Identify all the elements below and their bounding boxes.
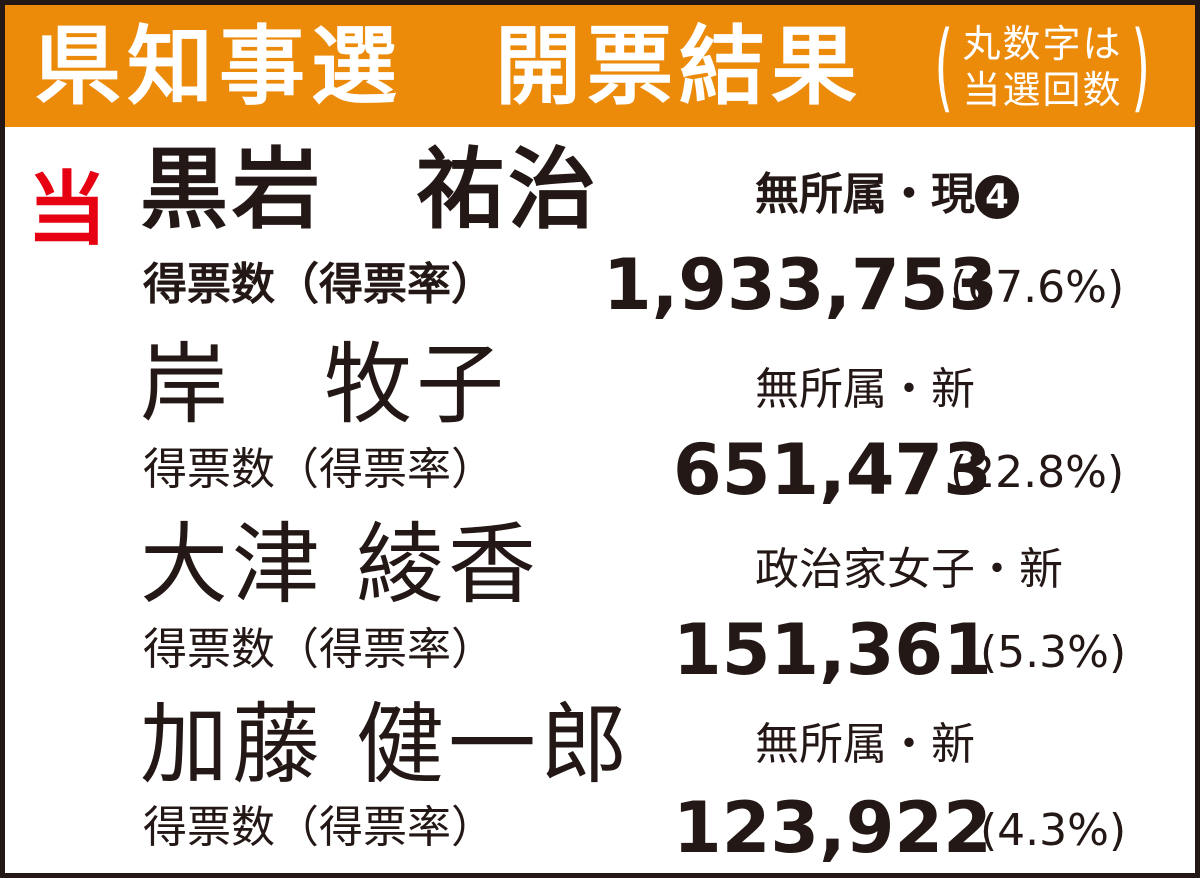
vote-count: 1,933,753: [603, 244, 998, 326]
open-paren: (: [934, 11, 954, 123]
vote-count: 651,473: [673, 429, 992, 511]
candidate-party: 無所属・現 4: [755, 165, 1019, 225]
vote-rate: (67.6%): [950, 262, 1125, 313]
candidate-name: 岸 牧子: [140, 333, 509, 436]
note-line-1: 丸数字は: [962, 22, 1123, 66]
vote-label: 得票数（得票率）: [143, 259, 495, 310]
term-count-badge: 4: [975, 175, 1019, 219]
candidate-party: 無所属・新: [755, 719, 975, 770]
header-banner: 県知事選 開票結果 ( 丸数字は 当選回数 ): [5, 5, 1195, 127]
page-title: 県知事選 開票結果: [35, 17, 863, 117]
elected-mark: 当: [27, 163, 107, 256]
candidate-party: 政治家女子・新: [755, 544, 1063, 595]
vote-rate: (5.3%): [980, 627, 1127, 678]
vote-count: 123,922: [673, 787, 992, 869]
vote-label: 得票数（得票率）: [143, 624, 495, 675]
vote-rate: (4.3%): [980, 805, 1127, 856]
vote-label: 得票数（得票率）: [143, 444, 495, 495]
note-line-2: 当選回数: [962, 68, 1123, 112]
candidate-party: 無所属・新: [755, 364, 975, 415]
candidate-name: 黒岩 祐治: [140, 138, 601, 241]
header-note: ( 丸数字は 当選回数 ): [925, 15, 1160, 119]
close-paren: ): [1131, 11, 1151, 123]
candidate-name: 大津 綾香: [140, 513, 540, 616]
candidate-name: 加藤 健一郎: [140, 693, 632, 796]
vote-count: 151,361: [673, 609, 992, 691]
vote-rate: (22.8%): [950, 447, 1125, 498]
vote-label: 得票数（得票率）: [143, 802, 495, 853]
